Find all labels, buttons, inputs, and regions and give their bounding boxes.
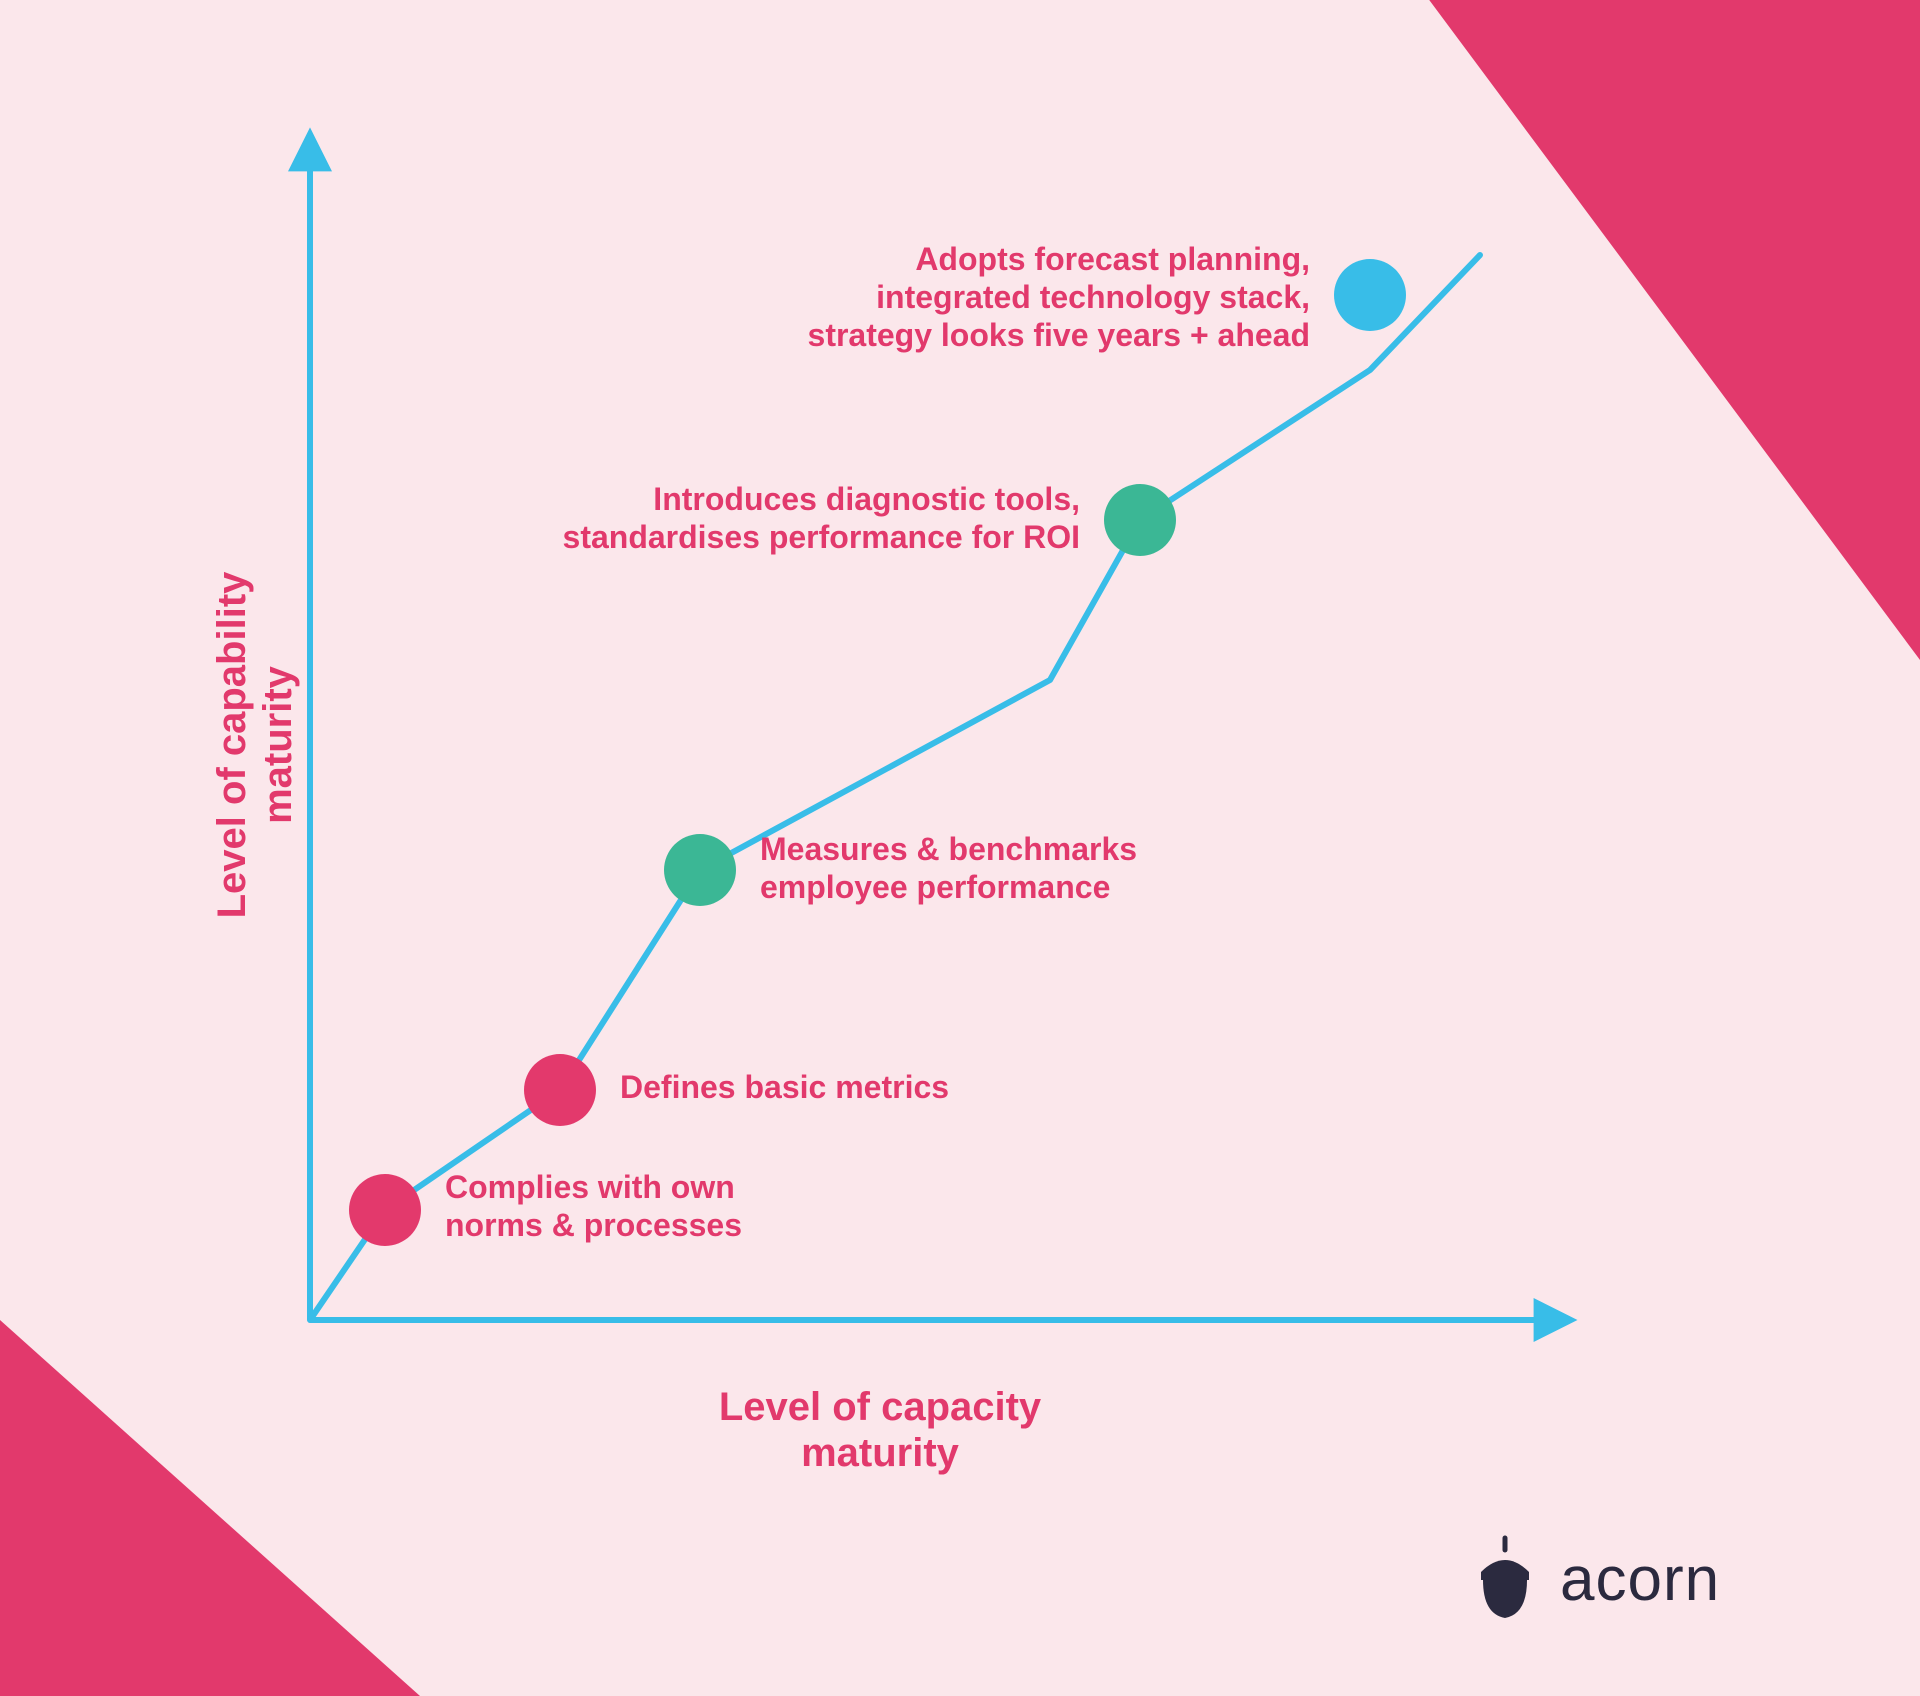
stage-marker-3 xyxy=(664,834,736,906)
stage-marker-2 xyxy=(524,1054,596,1126)
stage-label-2: Defines basic metrics xyxy=(620,1069,949,1105)
stage-marker-4 xyxy=(1104,484,1176,556)
logo-text: acorn xyxy=(1560,1545,1720,1614)
stage-marker-1 xyxy=(349,1174,421,1246)
stage-marker-5 xyxy=(1334,259,1406,331)
infographic-canvas: Level of capacitymaturityLevel of capabi… xyxy=(0,0,1920,1696)
